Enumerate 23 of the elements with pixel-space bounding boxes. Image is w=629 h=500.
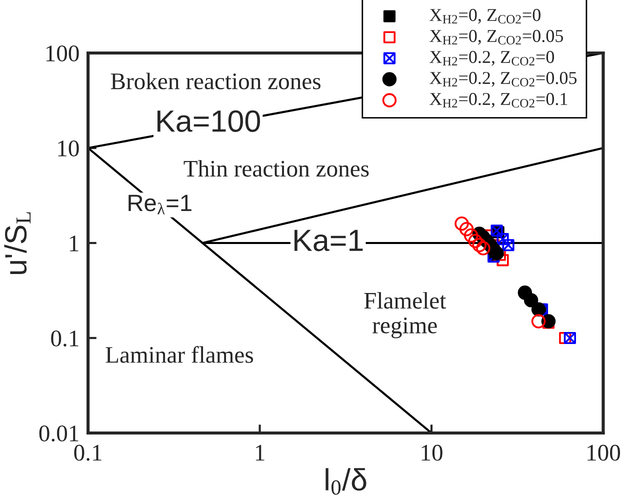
annotation: Re$_{λ}$=1 <box>128 194 192 214</box>
x-tick-label: 10 <box>422 444 442 461</box>
y-tick-label: 100 <box>46 45 79 62</box>
annotation: Ka=100 <box>157 110 260 132</box>
annotation: Flamelet regime <box>364 292 446 338</box>
x-axis-title: l$_{0}$/δ <box>326 468 366 495</box>
y-tick-label: 10 <box>58 140 79 156</box>
annotation: Laminar flames <box>106 346 254 363</box>
y-axis-title: u'/S$_{L}$ <box>4 212 31 274</box>
annotation: Ka=1 <box>294 230 363 252</box>
legend-label: X$_{H2}$=0.2, Z$_{CO2}$=0 <box>430 50 554 66</box>
legend-label: X$_{H2}$=0.2, Z$_{CO2}$=0.1 <box>430 92 568 108</box>
y-tick-label: 1 <box>70 236 78 252</box>
x-tick-label: 1 <box>256 444 264 460</box>
legend-label: X$_{H2}$=0.2, Z$_{CO2}$=0.05 <box>430 72 577 87</box>
y-tick-label: 0.01 <box>39 425 78 442</box>
annotation: Broken reaction zones <box>110 72 320 90</box>
annotation: Thin reaction zones <box>184 160 369 177</box>
legend-label: X$_{H2}$=0, Z$_{CO2}$=0.05 <box>430 30 564 45</box>
x-tick-label: 100 <box>588 444 620 461</box>
legend-label: X$_{H2}$=0, Z$_{CO2}$=0 <box>430 8 540 24</box>
x-tick-label: 0.1 <box>74 444 102 461</box>
y-tick-label: 0.1 <box>51 330 78 347</box>
